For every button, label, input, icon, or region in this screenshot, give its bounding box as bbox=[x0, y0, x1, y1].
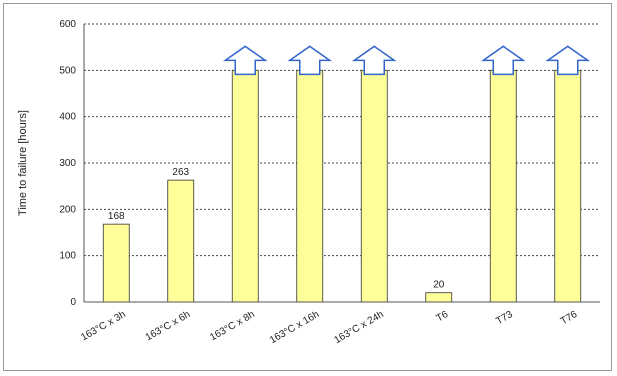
bar bbox=[102, 223, 130, 303]
bar bbox=[425, 292, 453, 303]
y-tick-label: 300 bbox=[59, 158, 76, 169]
x-category-label: 163°C x 16h bbox=[268, 309, 321, 346]
bar bbox=[231, 69, 259, 303]
bar bbox=[554, 69, 582, 303]
y-tick-label: 400 bbox=[59, 112, 76, 123]
data-label: 168 bbox=[108, 211, 125, 222]
y-tick-label: 0 bbox=[70, 297, 76, 308]
y-axis-title: Time to failure [hours] bbox=[17, 110, 29, 216]
bar bbox=[360, 69, 388, 303]
bar bbox=[489, 69, 517, 303]
axes bbox=[83, 24, 600, 303]
runout-arrow-icon bbox=[545, 45, 591, 76]
x-category-label: T6 bbox=[435, 309, 451, 325]
chart-frame: 0 100 200 300 400 500 600 163°C x 3h 163°C x 6h… bbox=[3, 3, 612, 371]
y-tick-label: 600 bbox=[59, 19, 76, 30]
bar bbox=[167, 179, 195, 303]
x-category-labels: 163°C x 3h 163°C x 6h 163°C x 8h 163°C x 16… bbox=[79, 309, 579, 346]
x-category-label: 163°C x 3h bbox=[79, 309, 127, 343]
x-category-label: T73 bbox=[494, 309, 515, 327]
x-category-label: 163°C x 24h bbox=[332, 309, 385, 346]
bar-chart: 0 100 200 300 400 500 600 163°C x 3h 163°C x 6h… bbox=[17, 19, 600, 346]
runout-arrow-icon bbox=[480, 45, 526, 76]
data-label: 20 bbox=[433, 280, 445, 291]
x-category-label: 163°C x 6h bbox=[144, 309, 192, 343]
runout-arrow-icon bbox=[222, 45, 268, 76]
gridlines bbox=[84, 23, 600, 257]
bars bbox=[102, 69, 582, 303]
y-tick-label: 500 bbox=[59, 65, 76, 76]
bar bbox=[296, 69, 324, 303]
runout-arrow-icon bbox=[351, 45, 397, 76]
y-tick-label: 200 bbox=[59, 204, 76, 215]
y-tick-labels: 0 100 200 300 400 500 600 bbox=[59, 19, 76, 308]
runout-arrows bbox=[222, 45, 591, 76]
x-category-label: T76 bbox=[559, 309, 580, 327]
x-category-label: 163°C x 8h bbox=[208, 309, 256, 343]
y-tick-label: 100 bbox=[59, 251, 76, 262]
data-label: 263 bbox=[172, 167, 189, 178]
runout-arrow-icon bbox=[287, 45, 333, 76]
data-labels: 168 263 20 bbox=[108, 167, 445, 291]
